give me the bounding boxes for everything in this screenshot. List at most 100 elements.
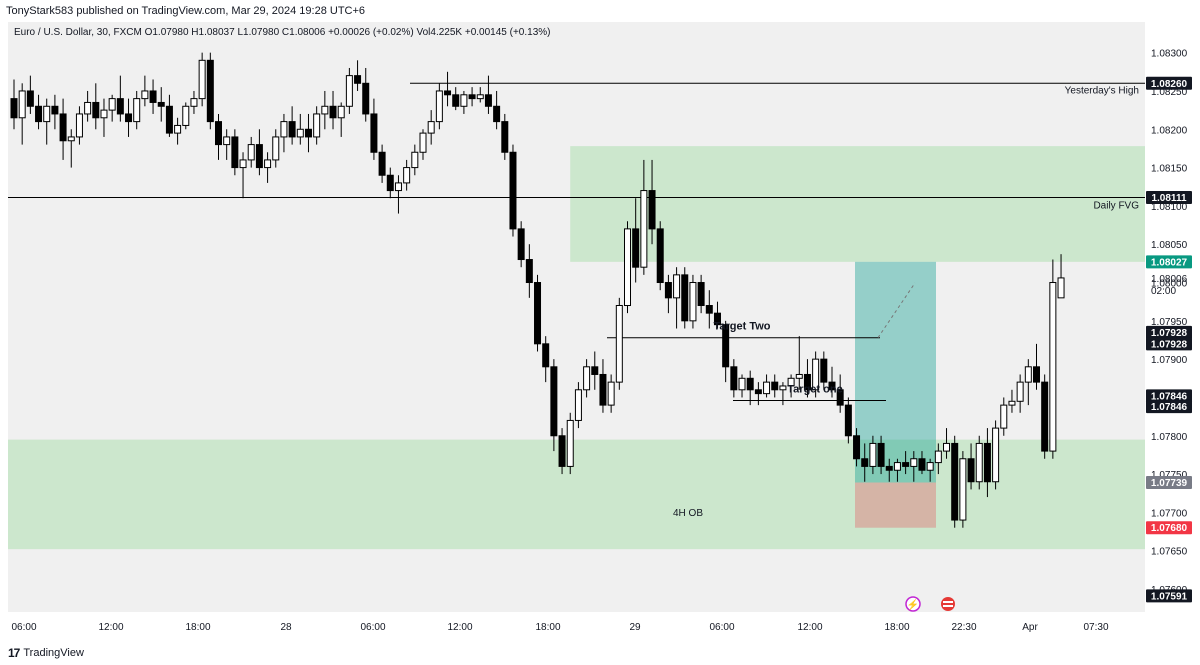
candle: [116, 98, 124, 115]
price-tag-label: 1.08027: [1151, 257, 1188, 268]
candle: [795, 373, 803, 379]
x-tick-label: 12:00: [98, 622, 123, 633]
candle: [738, 377, 746, 391]
candle: [125, 113, 133, 123]
candle: [959, 458, 967, 521]
candle: [313, 113, 321, 138]
price-tag-label: 1.07846: [1151, 402, 1188, 413]
candle: [640, 190, 648, 268]
candle: [1049, 282, 1057, 452]
price-tag-label: 1.07591: [1151, 591, 1188, 602]
y-tick-label: 1.08250: [1151, 87, 1188, 98]
candle: [1016, 381, 1024, 402]
x-tick-label: 18:00: [535, 622, 560, 633]
candle: [517, 228, 525, 261]
lightning-glyph: ⚡: [907, 598, 919, 611]
candle: [370, 113, 378, 153]
candle: [967, 458, 975, 483]
candle: [869, 442, 877, 467]
price-tag-label: 1.07680: [1151, 523, 1188, 534]
candle: [509, 151, 517, 230]
profit-zone: [855, 261, 936, 483]
price-tag: [1146, 389, 1192, 403]
candle: [763, 381, 771, 395]
tradingview-logo[interactable]: 17 TradingView: [8, 646, 84, 660]
candle: [975, 442, 983, 483]
y-tick-label: 1.08000: [1151, 279, 1188, 290]
candle: [468, 94, 476, 100]
candle: [174, 124, 182, 134]
candle: [746, 377, 754, 391]
x-tick-label: 18:00: [884, 622, 909, 633]
brand-label: TradingView: [23, 647, 84, 659]
candle: [689, 282, 697, 322]
candle: [476, 94, 484, 100]
candle: [419, 132, 427, 153]
candle: [484, 94, 492, 107]
y-tick-label: 1.08050: [1151, 240, 1188, 251]
candle: [853, 435, 861, 460]
x-tick-label: 28: [280, 622, 292, 633]
candle: [1000, 404, 1008, 429]
header-bar: TonyStark583 published on TradingView.co…: [0, 0, 1200, 22]
price-tag-label: 1.08260: [1151, 79, 1188, 90]
candle: [983, 442, 991, 483]
price-tag: [1146, 589, 1192, 603]
x-tick-label: 12:00: [797, 622, 822, 633]
candle: [836, 389, 844, 406]
flag-stripe: [943, 601, 953, 603]
candle: [100, 109, 108, 119]
candle: [18, 90, 26, 119]
x-tick-label: 06:00: [709, 622, 734, 633]
tradingview-icon: 17: [8, 646, 20, 660]
event-lightning-icon[interactable]: [905, 596, 921, 612]
y-tick-label: 1.07650: [1151, 547, 1188, 558]
candle: [656, 228, 664, 284]
current-price-label: 1.08006: [1151, 274, 1188, 285]
price-tag-label: 1.07846: [1151, 391, 1188, 402]
x-tick-label: 06:00: [11, 622, 36, 633]
candle: [182, 105, 190, 126]
candle: [403, 167, 411, 184]
candle: [525, 259, 533, 284]
candle: [280, 121, 288, 138]
target-two-label: Target Two: [713, 321, 770, 333]
candle: [92, 101, 100, 119]
candle: [722, 324, 730, 368]
x-tick-label: 07:30: [1083, 622, 1108, 633]
candle: [558, 435, 566, 467]
candle: [435, 90, 443, 123]
y-tick-label: 1.07950: [1151, 317, 1188, 328]
candle: [75, 113, 83, 138]
candle: [648, 190, 656, 230]
candle: [206, 59, 214, 123]
us-flag-icon[interactable]: [941, 597, 955, 611]
candle: [812, 358, 820, 391]
candle: [934, 450, 942, 464]
candle: [771, 381, 779, 391]
candle: [84, 101, 92, 115]
candle: [673, 274, 681, 299]
candle: [198, 59, 206, 100]
candle: [296, 128, 304, 138]
target-one-label: Target one: [787, 384, 842, 396]
candle: [51, 105, 59, 115]
candle: [787, 377, 795, 387]
price-tag: [1146, 325, 1192, 339]
candle: [607, 381, 615, 406]
candle: [255, 144, 263, 169]
price-tag: [1146, 190, 1192, 204]
candle: [223, 136, 231, 146]
candle: [926, 462, 934, 471]
candle: [321, 105, 329, 115]
candle: [902, 462, 910, 467]
candlestick-chart[interactable]: Target Two Target one Yesterday's High Dail…: [0, 0, 1200, 640]
candle: [10, 98, 18, 119]
candle: [844, 404, 852, 437]
candle: [697, 282, 705, 307]
daily-fvg-label: Daily FVG: [1093, 200, 1139, 211]
candle: [149, 90, 157, 103]
candle: [1008, 400, 1016, 406]
candle: [165, 105, 173, 134]
stop-loss-zone: [855, 482, 936, 528]
